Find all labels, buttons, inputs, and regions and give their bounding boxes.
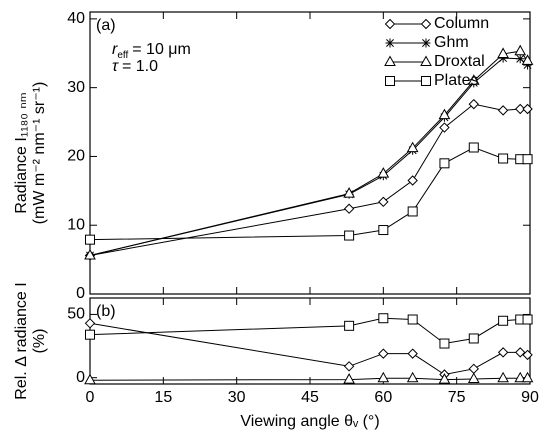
marker bbox=[377, 371, 390, 383]
y-axis-label: (mW m⁻² nm⁻¹ sr⁻¹) bbox=[31, 82, 48, 225]
annotation: τ = 1.0 bbox=[112, 58, 158, 75]
legend-label: Column bbox=[434, 15, 489, 32]
series-line bbox=[89, 103, 528, 256]
marker bbox=[515, 54, 525, 64]
marker bbox=[439, 122, 450, 133]
marker bbox=[468, 333, 479, 344]
y-axis-label: Radiance I₁₁₈₀ ₙₘ bbox=[13, 92, 30, 213]
marker bbox=[438, 108, 451, 120]
marker bbox=[467, 74, 480, 85]
legend-label: Ghm bbox=[434, 34, 469, 51]
marker bbox=[498, 153, 509, 164]
panel-label: (b) bbox=[96, 303, 116, 320]
marker bbox=[343, 361, 355, 372]
y-tick-label: 50 bbox=[67, 306, 85, 323]
legend-marker bbox=[385, 38, 395, 48]
marker bbox=[407, 206, 418, 217]
marker bbox=[498, 53, 508, 63]
legend-marker bbox=[384, 18, 396, 30]
marker bbox=[468, 98, 479, 110]
marker bbox=[439, 338, 450, 349]
x-tick-label: 15 bbox=[154, 389, 172, 406]
y-tick-label: 0 bbox=[76, 369, 85, 386]
series-line bbox=[89, 146, 528, 241]
marker bbox=[498, 315, 509, 326]
marker bbox=[407, 175, 418, 186]
marker bbox=[497, 47, 509, 58]
series-line bbox=[89, 322, 528, 376]
annotation: reff = 10 μm bbox=[112, 41, 191, 60]
marker bbox=[467, 372, 480, 383]
marker bbox=[378, 313, 389, 324]
y-tick-label: 20 bbox=[67, 148, 85, 165]
series-line bbox=[89, 317, 528, 345]
marker bbox=[85, 234, 95, 245]
marker bbox=[522, 349, 533, 361]
panel-label: (a) bbox=[96, 17, 116, 34]
marker bbox=[84, 373, 96, 385]
marker bbox=[497, 347, 509, 358]
marker bbox=[343, 187, 355, 198]
annotation-text: = 10 μm bbox=[132, 41, 191, 58]
marker bbox=[497, 371, 509, 383]
x-tick-label: 0 bbox=[86, 389, 95, 406]
legend-marker bbox=[385, 76, 395, 86]
marker bbox=[344, 230, 355, 241]
y-tick-label: 10 bbox=[67, 216, 85, 233]
marker bbox=[515, 103, 526, 115]
legend-label: Droxtal bbox=[434, 53, 485, 70]
x-tick-label: 60 bbox=[374, 389, 392, 406]
legend-marker bbox=[421, 76, 431, 86]
marker bbox=[515, 347, 526, 358]
marker bbox=[514, 44, 527, 56]
y-axis-label: Rel. Δ radiance I bbox=[13, 282, 30, 399]
marker bbox=[84, 318, 96, 329]
marker bbox=[343, 373, 355, 384]
y-axis-label: (%) bbox=[31, 329, 48, 354]
x-tick-label: 75 bbox=[448, 389, 466, 406]
marker bbox=[407, 314, 418, 325]
marker bbox=[468, 142, 479, 153]
x-tick-label: 30 bbox=[228, 389, 246, 406]
annotation-symbol: τ bbox=[112, 58, 119, 75]
series-line bbox=[89, 377, 528, 381]
y-tick-label: 0 bbox=[76, 285, 85, 302]
marker bbox=[378, 225, 389, 236]
marker bbox=[406, 371, 419, 383]
marker bbox=[521, 54, 534, 65]
annotation-symbol: r bbox=[112, 41, 118, 58]
legend-marker bbox=[420, 18, 432, 30]
marker bbox=[522, 314, 533, 325]
y-tick-label: 40 bbox=[67, 10, 85, 27]
annotation-sub: eff bbox=[117, 50, 128, 61]
legend-marker bbox=[384, 55, 396, 66]
marker bbox=[514, 371, 527, 383]
marker bbox=[84, 248, 96, 260]
marker bbox=[521, 371, 534, 383]
x-axis-label: Viewing angle θᵥ (°) bbox=[240, 413, 379, 430]
x-tick-label: 90 bbox=[521, 389, 539, 406]
marker bbox=[85, 329, 95, 340]
y-tick-label: 30 bbox=[67, 79, 85, 96]
marker bbox=[378, 196, 389, 208]
marker bbox=[378, 348, 389, 359]
x-tick-label: 45 bbox=[301, 389, 319, 406]
marker bbox=[523, 60, 533, 70]
marker bbox=[522, 154, 533, 165]
marker bbox=[406, 141, 419, 153]
marker bbox=[522, 103, 533, 115]
marker bbox=[439, 158, 450, 169]
marker bbox=[438, 373, 451, 384]
legend-marker bbox=[421, 38, 431, 48]
marker bbox=[468, 363, 479, 375]
annotation-text: = 1.0 bbox=[122, 58, 158, 75]
marker bbox=[344, 320, 355, 331]
legend-label: Plates bbox=[434, 72, 478, 89]
marker bbox=[407, 348, 418, 359]
marker bbox=[497, 105, 509, 116]
marker bbox=[343, 203, 355, 214]
marker bbox=[377, 167, 390, 178]
legend-marker bbox=[420, 55, 432, 66]
